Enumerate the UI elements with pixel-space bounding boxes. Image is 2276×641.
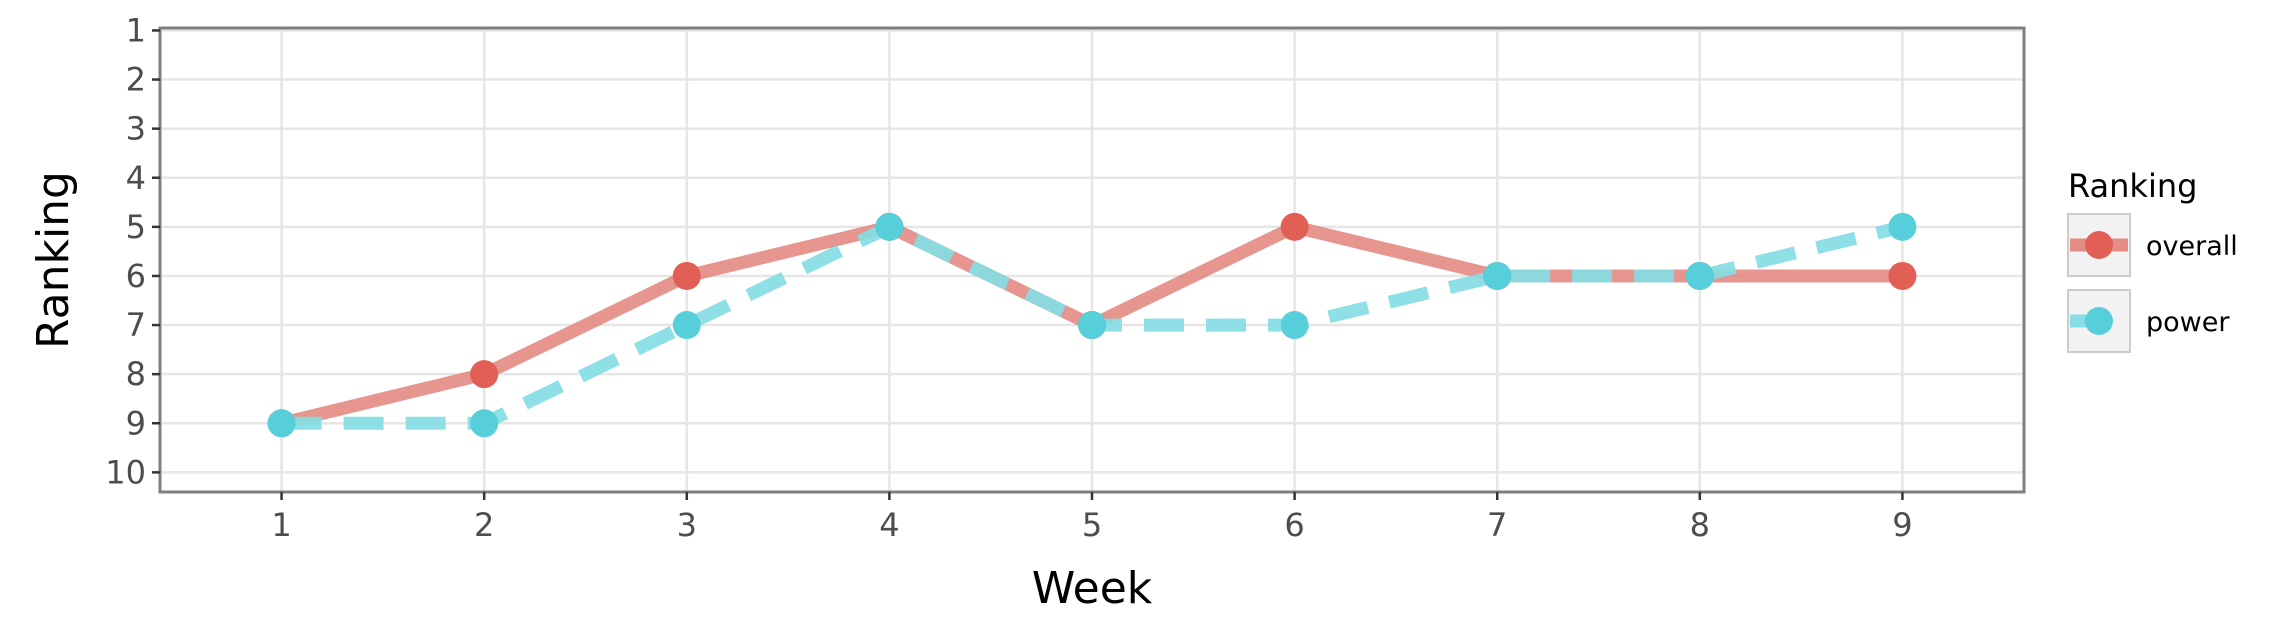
x-tick-label: 4 bbox=[879, 506, 899, 544]
y-tick-label: 4 bbox=[126, 159, 146, 197]
legend-title: Ranking bbox=[2068, 167, 2197, 205]
x-tick-label: 3 bbox=[677, 506, 697, 544]
data-point-power bbox=[470, 409, 499, 438]
data-point-overall bbox=[1888, 261, 1917, 290]
legend-item-power: power bbox=[2067, 289, 2230, 353]
data-point-overall bbox=[470, 360, 499, 389]
legend-key-point bbox=[2085, 231, 2113, 259]
x-tick-label: 9 bbox=[1892, 506, 1912, 544]
y-tick-label: 2 bbox=[126, 61, 146, 99]
x-axis-title: Week bbox=[1032, 563, 1153, 614]
y-axis: 1 2 3 4 5 6 7 8 9 10 bbox=[105, 11, 160, 491]
legend-key-point bbox=[2085, 307, 2113, 335]
data-point-power bbox=[1078, 311, 1106, 340]
data-point-power bbox=[267, 409, 296, 438]
legend: Ranking overall power bbox=[2067, 167, 2238, 353]
data-point-power bbox=[1685, 261, 1714, 290]
data-point-power bbox=[672, 311, 701, 340]
x-tick-label: 5 bbox=[1082, 506, 1102, 544]
y-tick-label: 10 bbox=[105, 453, 146, 491]
x-tick-label: 6 bbox=[1284, 506, 1304, 544]
x-axis: 1 2 3 4 5 6 7 8 9 bbox=[271, 492, 1913, 544]
x-tick-label: 8 bbox=[1690, 506, 1710, 544]
legend-label: overall bbox=[2146, 231, 2238, 262]
y-axis-title: Ranking bbox=[28, 171, 79, 349]
y-tick-label: 5 bbox=[126, 208, 146, 246]
y-tick-label: 9 bbox=[126, 404, 146, 442]
data-point-power bbox=[875, 212, 904, 241]
legend-item-overall: overall bbox=[2067, 213, 2238, 277]
data-point-overall bbox=[672, 261, 701, 290]
data-point-power bbox=[1483, 261, 1512, 290]
data-point-power bbox=[1280, 311, 1309, 340]
series-points bbox=[267, 212, 1917, 438]
x-tick-label: 1 bbox=[271, 506, 291, 544]
y-tick-label: 6 bbox=[126, 257, 146, 295]
legend-label: power bbox=[2146, 307, 2230, 338]
y-tick-label: 7 bbox=[126, 306, 146, 344]
y-tick-label: 3 bbox=[126, 110, 146, 148]
x-tick-label: 7 bbox=[1487, 506, 1507, 544]
y-tick-label: 8 bbox=[126, 355, 146, 393]
x-tick-label: 2 bbox=[474, 506, 494, 544]
data-point-power bbox=[1888, 212, 1917, 241]
y-tick-label: 1 bbox=[126, 11, 146, 49]
data-point-overall bbox=[1280, 212, 1309, 241]
